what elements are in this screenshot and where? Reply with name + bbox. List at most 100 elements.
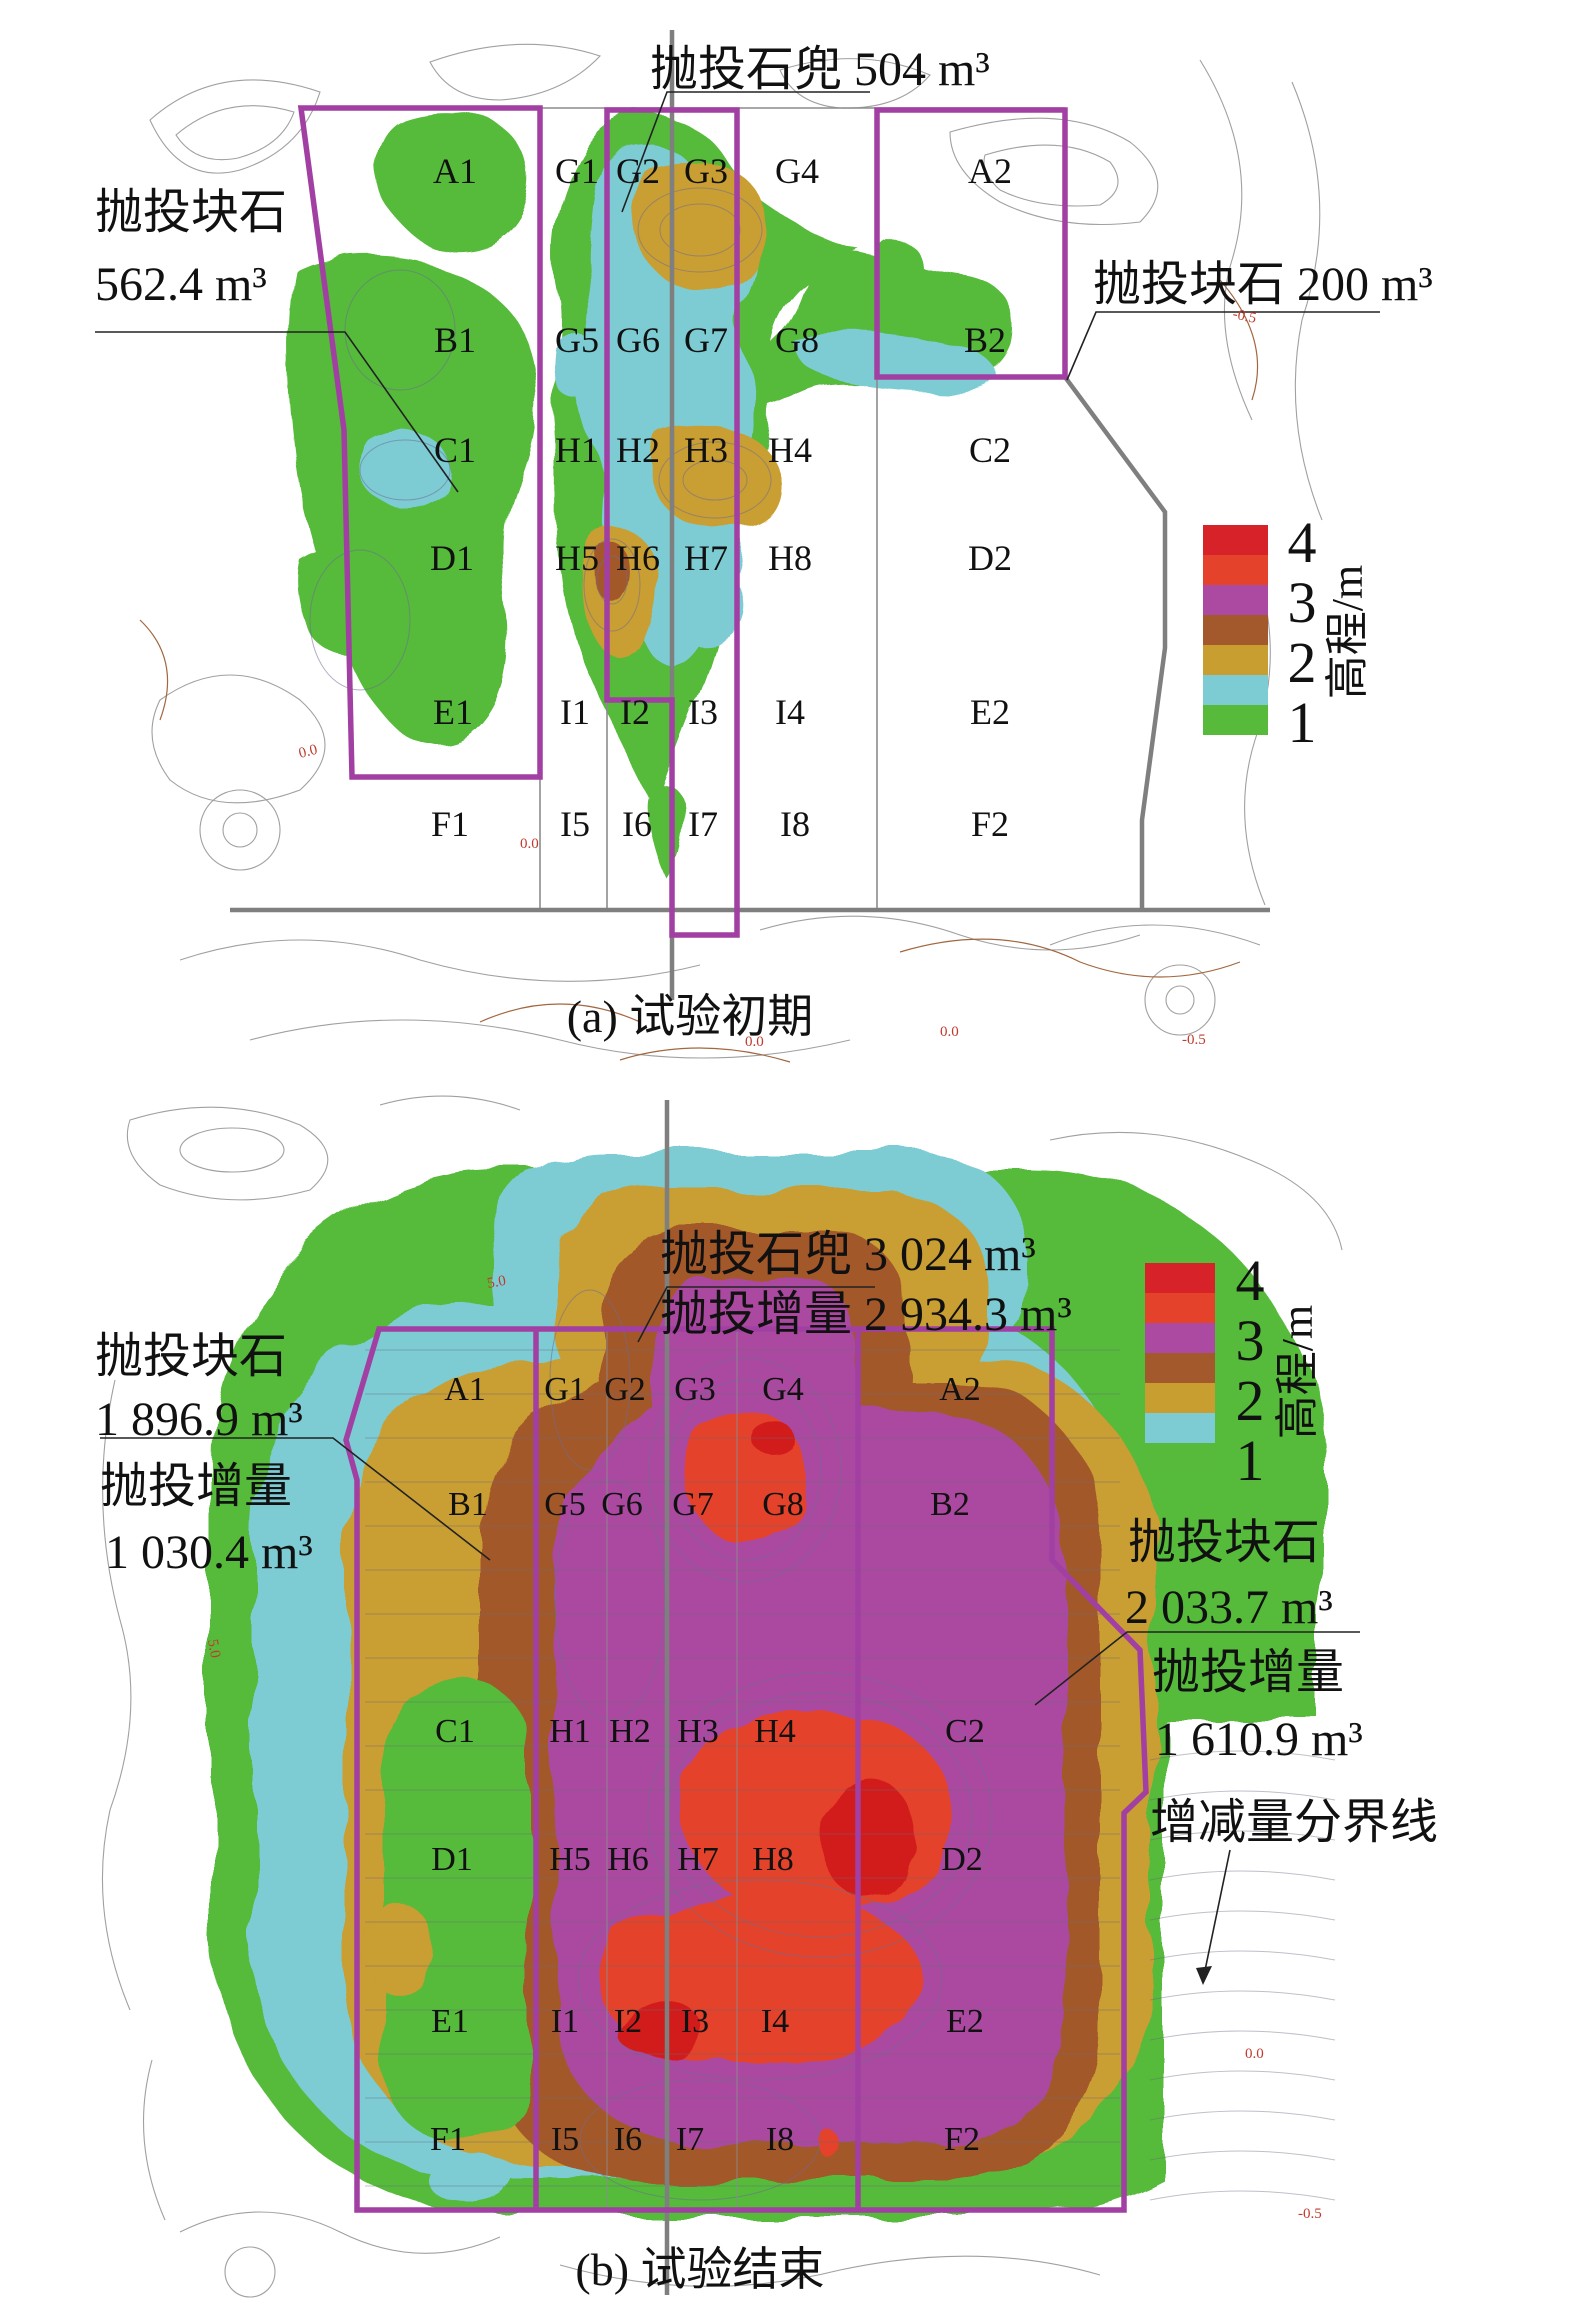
cell-label: H6 — [616, 538, 660, 578]
cell-label: C1 — [435, 1713, 475, 1750]
cell-label: I6 — [622, 804, 652, 844]
leader-lines-a — [95, 91, 1380, 493]
elevation-fill-a — [288, 111, 1015, 878]
legend-tick: 3 — [1288, 570, 1317, 635]
annotation-stone-pocket-b: 抛投石兜 3 024 m³ — [660, 1228, 1036, 1281]
annotation-increment-left-b-value: 1 030.4 m³ — [105, 1526, 313, 1579]
annotation-block-stone-right-b: 抛投块石 — [1128, 1516, 1320, 1569]
legend-band-swatch — [1203, 615, 1268, 645]
boundary-left-block — [297, 105, 543, 780]
cell-label: F1 — [431, 804, 469, 844]
gold-area — [634, 163, 766, 291]
cell-label: G7 — [672, 1486, 714, 1523]
cell-label: H7 — [684, 538, 728, 578]
legend-band-swatch — [1145, 1293, 1215, 1323]
cell-label: G5 — [555, 320, 599, 360]
legend-band-swatch — [1145, 1263, 1215, 1293]
contour-value: -0.5 — [1298, 2206, 1322, 2222]
hatch-lines-b — [365, 1349, 1336, 2201]
contour-value: 0.0 — [520, 836, 539, 852]
cell-label: D2 — [941, 1841, 983, 1878]
cell-label: C2 — [969, 430, 1011, 470]
cell-label: H1 — [555, 430, 599, 470]
arrowhead — [1196, 1966, 1212, 1985]
brown-area — [594, 542, 629, 602]
grid-b — [606, 1100, 738, 2295]
cell-label: B1 — [448, 1486, 488, 1523]
annotation-boundary-line-b: 增减量分界线 — [1150, 1796, 1438, 1849]
cell-label: C2 — [945, 1713, 985, 1750]
cell-label: H5 — [555, 538, 599, 578]
cell-label: I2 — [614, 2003, 642, 2040]
contour-value: -0.5 — [1182, 1032, 1206, 1048]
contour-value: 5.0 — [486, 1273, 507, 1292]
cell-label: H7 — [677, 1841, 719, 1878]
cell-label: H3 — [677, 1713, 719, 1750]
red-core-central — [685, 1710, 955, 1920]
legend-title: 高程/m — [1273, 1305, 1322, 1439]
cell-label: A1 — [444, 1371, 486, 1408]
deep-red-spot — [748, 1419, 792, 1451]
cell-label: G8 — [762, 1486, 804, 1523]
cell-label: A2 — [968, 151, 1012, 191]
annotation-stone-pocket-a: 抛投石兜 504 m³ — [650, 43, 990, 96]
legend-b: 4 3 2 1 高程/m — [1145, 1248, 1322, 1493]
cell-label: B2 — [930, 1486, 970, 1523]
cell-label: H4 — [754, 1713, 796, 1750]
cell-label: I2 — [620, 692, 650, 732]
contour-value-labels-b: 5.0 0.0 -0.5 5.0 — [204, 1273, 1322, 2222]
cell-label: H8 — [768, 538, 812, 578]
legend-band-swatch — [1145, 1413, 1215, 1443]
cell-label: D1 — [430, 538, 474, 578]
cell-label: I4 — [775, 692, 805, 732]
cell-label: G6 — [601, 1486, 643, 1523]
annotation-increment-right-b: 抛投增量 — [1152, 1646, 1344, 1699]
red-dot — [818, 2133, 842, 2157]
cell-label: I8 — [766, 2121, 794, 2158]
cell-label: H6 — [607, 1841, 649, 1878]
cell-label: G3 — [674, 1371, 716, 1408]
cell-label: H1 — [549, 1713, 591, 1750]
contour-value: 0.0 — [1245, 2046, 1264, 2062]
legend-band-swatch — [1145, 1383, 1215, 1413]
cell-label: I5 — [560, 804, 590, 844]
caption-b: (b) 试验结束 — [575, 2244, 824, 2295]
contour-value: -0.5 — [1231, 306, 1258, 327]
legend-tick: 4 — [1236, 1248, 1265, 1313]
annotation-block-stone-left-a-line2: 562.4 m³ — [95, 258, 267, 311]
map-figure-a: 0.0 0.0 0.0 0.0 -0.5 -0.5 A1 G1 G2 G3 G4… — [95, 30, 1433, 1063]
test-area-boundary-b — [343, 1326, 1149, 2213]
deep-red-spot — [615, 2004, 705, 2056]
cell-label: G4 — [762, 1371, 804, 1408]
test-area-boundary-a — [297, 105, 1068, 938]
cell-label: D2 — [968, 538, 1012, 578]
cell-label: E2 — [970, 692, 1010, 732]
cell-label: I3 — [688, 692, 718, 732]
contour-value: 0.0 — [297, 742, 319, 762]
cell-label: E1 — [433, 692, 473, 732]
map-figure-b: 5.0 0.0 -0.5 5.0 A1 G1 G2 G3 G4 A2 B1 G5… — [95, 1095, 1438, 2298]
cell-label: I6 — [614, 2121, 642, 2158]
cell-label: A2 — [939, 1371, 981, 1408]
legend-band-swatch — [1203, 525, 1268, 555]
gold-area — [650, 425, 784, 532]
cell-label: I4 — [761, 2003, 789, 2040]
cell-label: H2 — [616, 430, 660, 470]
cyan-area — [656, 565, 744, 644]
legend-title: 高程/m — [1323, 565, 1372, 699]
cell-labels-b: A1 G1 G2 G3 G4 A2 B1 G5 G6 G7 G8 B2 C1 H… — [430, 1371, 985, 2158]
cell-label: I1 — [560, 692, 590, 732]
legend-tick: 1 — [1236, 1428, 1265, 1493]
cell-label: I7 — [676, 2121, 704, 2158]
cyan-spot — [428, 2156, 512, 2204]
cell-label: I3 — [681, 2003, 709, 2040]
cell-label: I7 — [688, 804, 718, 844]
cell-label: E1 — [431, 2003, 469, 2040]
cell-label: B2 — [964, 320, 1006, 360]
cell-label: C1 — [434, 430, 476, 470]
legend-band-swatch — [1145, 1323, 1215, 1353]
green-area — [874, 240, 922, 296]
annotation-increment-right-b-value: 1 610.9 m³ — [1155, 1713, 1363, 1766]
cell-label: I1 — [551, 2003, 579, 2040]
